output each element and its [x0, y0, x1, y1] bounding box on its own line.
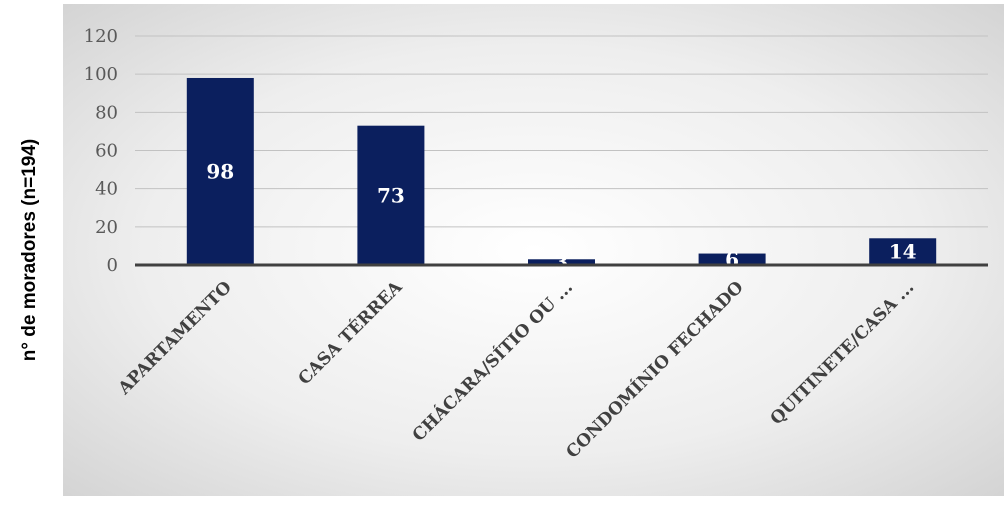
y-tick-label: 60	[95, 141, 118, 162]
data-label: 6	[725, 247, 739, 271]
data-label: 14	[889, 240, 917, 264]
y-tick-label: 0	[107, 255, 118, 276]
y-axis-title: n° de moradores (n=194)	[0, 0, 60, 500]
bar	[698, 253, 766, 265]
y-tick-label: 40	[95, 179, 118, 200]
y-axis-title-text: n° de moradores (n=194)	[19, 138, 41, 362]
data-label: 98	[206, 159, 234, 183]
bar	[186, 77, 254, 265]
data-label: 73	[377, 183, 405, 207]
y-tick-label: 20	[95, 217, 118, 238]
gridlines	[135, 35, 988, 228]
y-axis-ticks: 0 20 40 60 80 100 120	[84, 26, 118, 276]
y-tick-label: 100	[84, 64, 118, 85]
bars: 98 73 3 6 14	[186, 77, 937, 274]
bar	[869, 238, 937, 265]
data-label: 3	[555, 250, 569, 274]
bar	[528, 259, 595, 265]
y-tick-label: 120	[84, 26, 118, 47]
y-tick-label: 80	[95, 102, 118, 123]
bar	[357, 125, 425, 265]
